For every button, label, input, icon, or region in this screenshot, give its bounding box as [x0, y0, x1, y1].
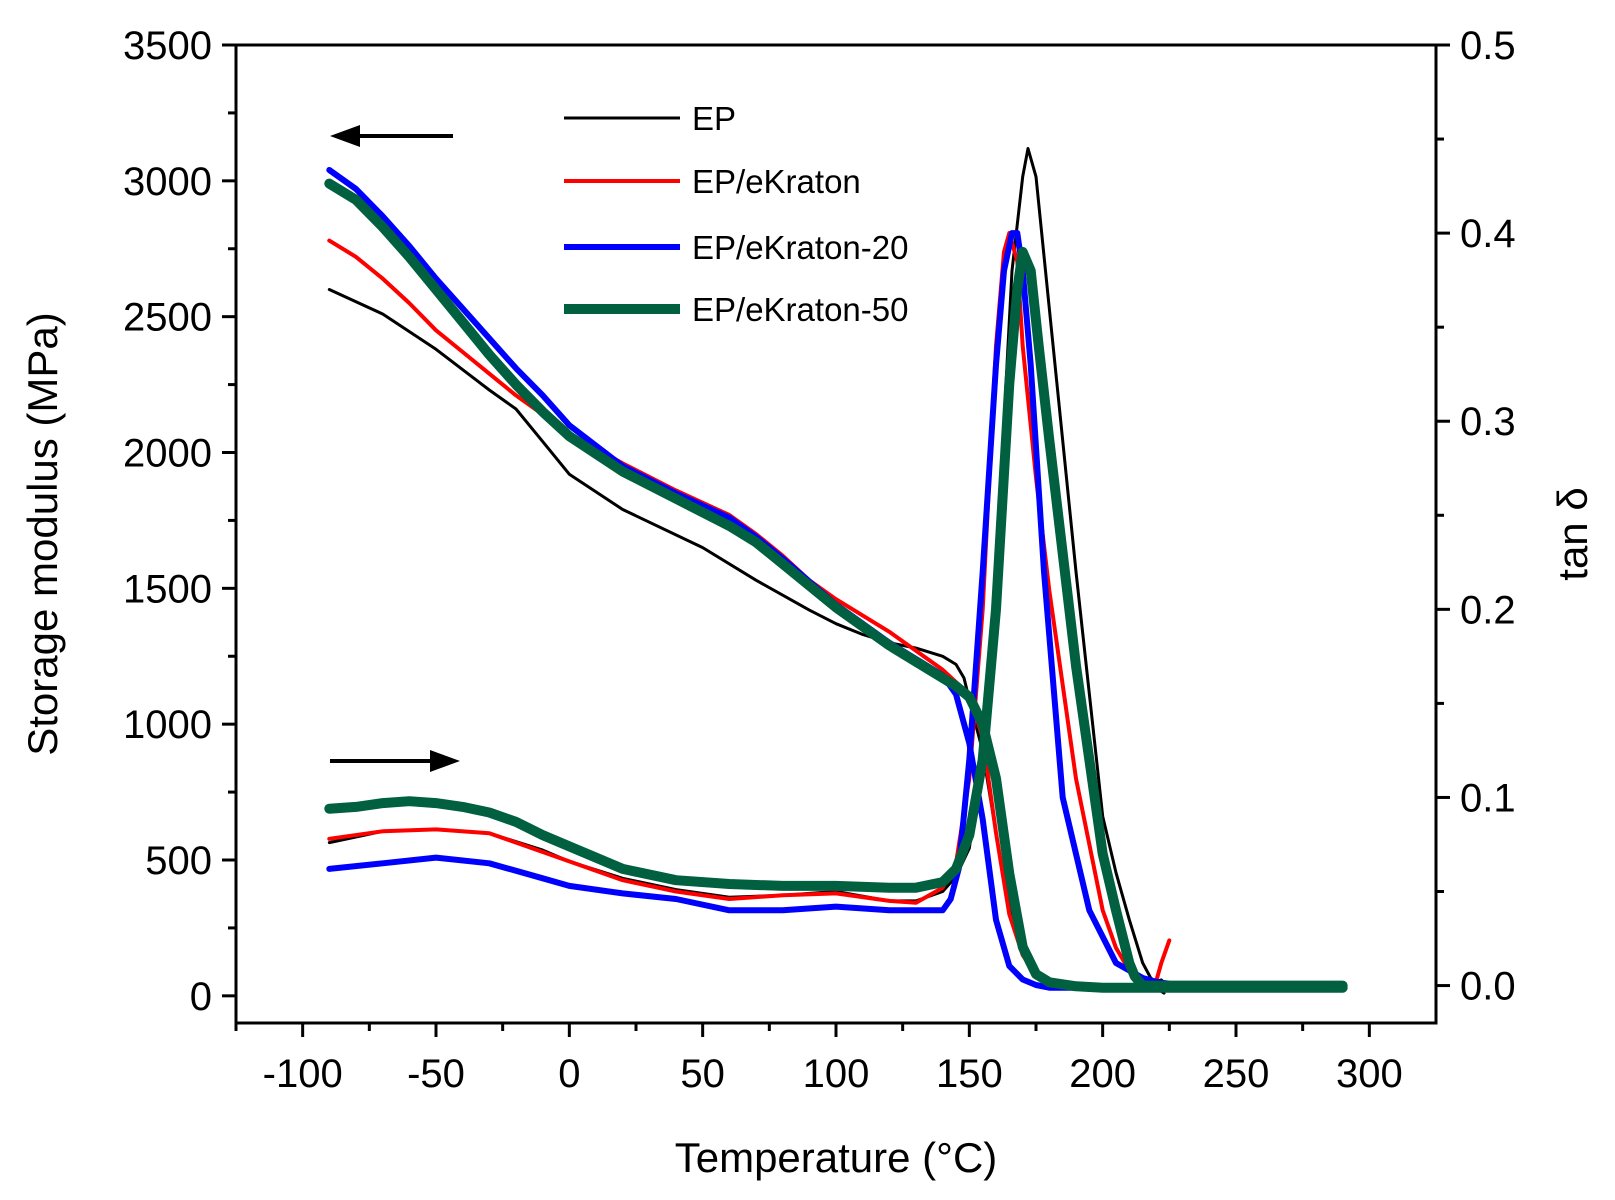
x-axis-ticks: -100 -50 0 50 100 150 200 250 300 [234, 1023, 1403, 1096]
legend: EP EP/eKraton EP/eKraton-20 EP/eKraton-5… [564, 100, 908, 328]
y2-tick-label: 0.4 [1460, 212, 1516, 256]
curve-modulus-ep-ekraton-50 [324, 178, 1348, 993]
x-tick-label: 250 [1203, 1052, 1270, 1096]
x-tick-label: 300 [1336, 1052, 1403, 1096]
y-tick-label: 3000 [123, 160, 212, 204]
y-axis-left-title: Storage modulus (MPa) [19, 312, 66, 756]
y-tick-label: 1000 [123, 703, 212, 747]
x-tick-label: -100 [263, 1052, 343, 1096]
y-tick-label: 1500 [123, 567, 212, 611]
y-axis-right-title: tan δ [1549, 487, 1596, 580]
y-tick-label: 3500 [123, 24, 212, 68]
y-tick-label: 0 [190, 975, 212, 1019]
annotations [330, 125, 460, 772]
legend-label-ep-ekraton-50: EP/eKraton-50 [692, 291, 908, 328]
legend-label-ep: EP [692, 100, 736, 137]
arrow-right-axis-head [430, 750, 460, 772]
y2-tick-label: 0.1 [1460, 776, 1516, 820]
data-curves [324, 147, 1348, 995]
arrow-left-axis-head [330, 125, 360, 147]
arrow-left-axis [330, 125, 453, 147]
y-tick-label: 500 [145, 839, 212, 883]
y2-tick-label: 0.0 [1460, 965, 1516, 1009]
legend-label-ep-ekraton-20: EP/eKraton-20 [692, 229, 908, 266]
y2-tick-label: 0.2 [1460, 588, 1516, 632]
x-tick-label: 150 [936, 1052, 1003, 1096]
x-tick-label: 100 [803, 1052, 870, 1096]
y2-tick-label: 0.3 [1460, 400, 1516, 444]
x-tick-label: -50 [407, 1052, 465, 1096]
x-axis-title: Temperature (°C) [675, 1134, 998, 1181]
x-tick-label: 50 [680, 1052, 725, 1096]
y-tick-label: 2500 [123, 296, 212, 340]
x-tick-label: 200 [1069, 1052, 1136, 1096]
y2-tick-label: 0.5 [1460, 24, 1516, 68]
x-tick-label: 0 [558, 1052, 580, 1096]
y-axis-left-ticks: 0 500 1000 1500 2000 2500 3000 3500 [123, 24, 236, 1019]
curve-tan-delta-ep-ekraton-50 [324, 246, 1348, 991]
y-axis-right-ticks: 0.0 0.1 0.2 0.3 0.4 0.5 [1436, 24, 1516, 1009]
legend-label-ep-ekraton: EP/eKraton [692, 163, 861, 200]
arrow-right-axis [330, 750, 460, 772]
y-tick-label: 2000 [123, 432, 212, 476]
